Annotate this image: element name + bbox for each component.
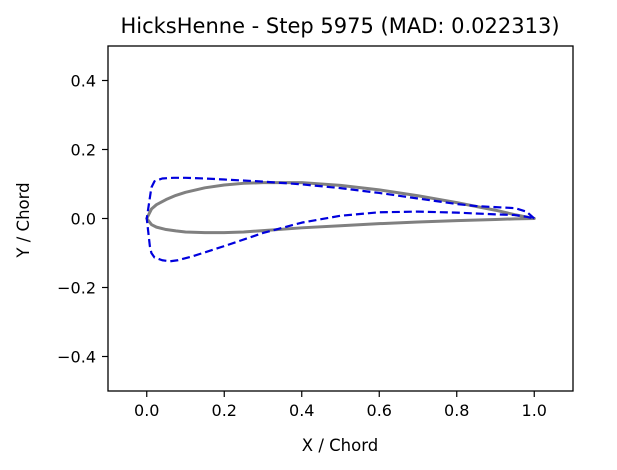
series-layer <box>145 176 536 263</box>
y-tick-label: 0.4 <box>71 72 96 91</box>
tick-layer: 0.0 0.2 0.4 0.6 0.8 1.0 −0.4 −0.2 0.0 0.2 0.4 <box>57 72 547 421</box>
chart-title: HicksHenne - Step 5975 (MAD: 0.022313) <box>120 14 559 38</box>
x-tick-label: 0.2 <box>212 401 237 420</box>
x-tick-label: 0.0 <box>134 401 159 420</box>
x-axis-label: X / Chord <box>302 436 378 455</box>
y-tick-label: −0.2 <box>57 279 96 298</box>
y-tick-label: 0.0 <box>71 210 96 229</box>
x-tick-label: 1.0 <box>522 401 547 420</box>
y-tick-label: 0.2 <box>71 141 96 160</box>
x-tick-label: 0.6 <box>367 401 392 420</box>
x-tick-label: 0.8 <box>444 401 469 420</box>
series-line-1 <box>145 181 536 235</box>
y-axis-label: Y / Chord <box>14 182 33 258</box>
x-tick-label: 0.4 <box>289 401 314 420</box>
y-tick-label: −0.4 <box>57 348 96 367</box>
series-line-2 <box>145 176 535 263</box>
